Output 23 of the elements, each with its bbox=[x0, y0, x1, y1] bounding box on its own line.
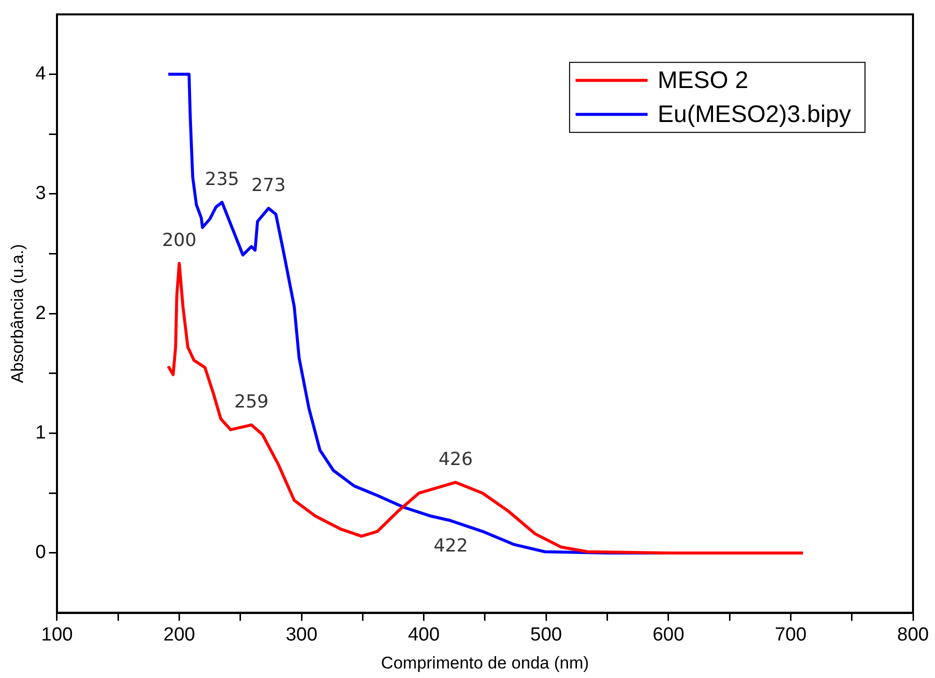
annotation: 235 bbox=[204, 168, 240, 190]
annotation: 426 bbox=[438, 449, 473, 470]
x-tick-label: 400 bbox=[408, 624, 440, 646]
annotation: 200 bbox=[162, 230, 196, 252]
x-tick-label: 800 bbox=[897, 624, 929, 646]
y-tick-label: 2 bbox=[35, 302, 46, 324]
legend-label: Eu(MESO2)3.bipy bbox=[658, 101, 851, 128]
legend-label: MESO 2 bbox=[658, 67, 748, 94]
y-tick-label: 0 bbox=[35, 542, 46, 564]
annotation: 273 bbox=[251, 174, 286, 196]
x-tick-label: 600 bbox=[652, 624, 684, 646]
x-tick-label: 100 bbox=[41, 624, 73, 646]
x-tick-label: 300 bbox=[286, 624, 318, 646]
x-axis-title: Comprimento de onda (nm) bbox=[381, 653, 589, 672]
y-tick-label: 4 bbox=[35, 63, 46, 84]
y-axis-title: Absorbância (u.a.) bbox=[8, 244, 27, 384]
annotation: 422 bbox=[434, 535, 468, 556]
x-tick-label: 500 bbox=[530, 624, 562, 646]
x-tick-label: 700 bbox=[774, 624, 807, 646]
y-tick-label: 1 bbox=[35, 422, 46, 444]
x-tick-label: 200 bbox=[163, 624, 196, 646]
annotation: 259 bbox=[234, 392, 269, 413]
y-tick-label: 3 bbox=[35, 183, 46, 204]
